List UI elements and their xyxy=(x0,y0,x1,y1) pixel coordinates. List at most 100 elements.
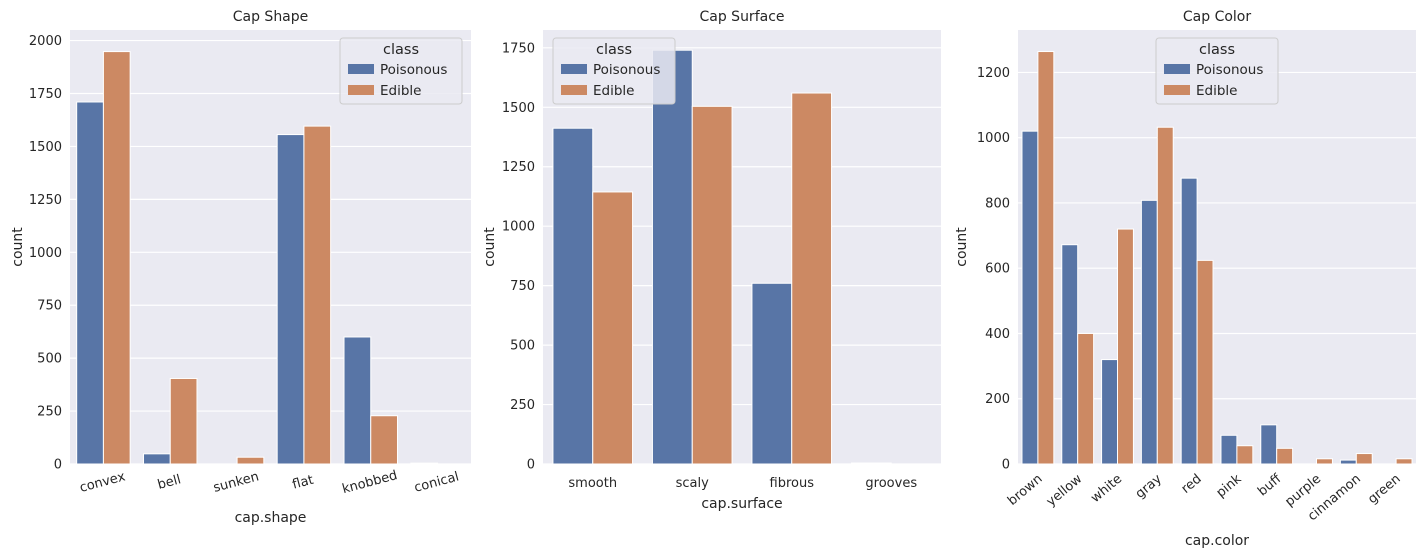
y-tick-label: 500 xyxy=(510,339,535,354)
legend-title: class xyxy=(383,42,419,58)
bar-poisonous-pink xyxy=(1220,434,1238,465)
bar-poisonous-buff xyxy=(1260,424,1278,465)
y-tick-labels: 0 200 400 600 800 1000 1200 xyxy=(977,66,1010,473)
y-tick-label: 1750 xyxy=(502,41,535,56)
y-axis-label: count xyxy=(954,227,970,267)
y-tick-label: 750 xyxy=(37,299,62,314)
bar-edible-convex xyxy=(102,51,131,465)
x-tick-label-knobbed: knobbed xyxy=(341,468,399,497)
legend-label-poisonous: Poisonous xyxy=(593,62,660,78)
legend-swatch-poisonous xyxy=(1164,64,1190,74)
x-tick-label-gray: gray xyxy=(1133,471,1165,501)
legend-swatch-poisonous xyxy=(348,64,374,74)
legend-swatch-poisonous xyxy=(561,64,587,74)
x-tick-label-sunken: sunken xyxy=(212,469,261,496)
bar-poisonous-convex xyxy=(76,101,104,465)
y-tick-labels: 0 250 500 750 1000 1250 1500 1750 2000 xyxy=(29,34,62,472)
x-tick-label-flat: flat xyxy=(291,473,315,493)
legend: class Poisonous Edible xyxy=(552,37,676,105)
bar-edible-buff xyxy=(1276,447,1294,465)
x-tick-label-fibrous: fibrous xyxy=(770,476,815,491)
bar-edible-smooth xyxy=(592,191,634,465)
bars xyxy=(76,51,439,465)
chart-cap-surface: 0 250 500 750 1000 1250 1500 1750 smooth scaly fi… xyxy=(482,9,941,512)
y-tick-label: 250 xyxy=(37,405,62,420)
x-tick-label-buff: buff xyxy=(1255,471,1285,500)
bar-edible-sunken xyxy=(236,456,265,465)
x-tick-label-pink: pink xyxy=(1214,471,1245,501)
bar-edible-fibrous xyxy=(791,92,833,465)
bar-poisonous-red xyxy=(1180,177,1198,465)
y-tick-label: 1750 xyxy=(29,87,62,102)
bar-edible-pink xyxy=(1236,445,1254,465)
bar-edible-red xyxy=(1196,259,1214,465)
legend-swatch-edible xyxy=(1164,85,1190,95)
x-tick-label-smooth: smooth xyxy=(568,476,617,491)
x-tick-label-grooves: grooves xyxy=(865,476,917,491)
y-tick-label: 1250 xyxy=(502,160,535,175)
y-axis-label: count xyxy=(482,227,498,267)
legend: class Poisonous Edible xyxy=(1155,37,1279,105)
bar-edible-knobbed xyxy=(370,415,398,465)
y-tick-label: 0 xyxy=(54,458,62,473)
y-tick-label: 200 xyxy=(985,392,1010,407)
y-tick-label: 1500 xyxy=(502,101,535,116)
x-tick-label-scaly: scaly xyxy=(676,476,709,491)
bar-poisonous-grooves xyxy=(850,462,892,465)
x-tick-label-yellow: yellow xyxy=(1044,471,1086,509)
x-tick-label-bell: bell xyxy=(156,472,183,493)
bar-poisonous-white xyxy=(1101,359,1118,465)
x-tick-label-brown: brown xyxy=(1005,472,1045,509)
bar-edible-gray xyxy=(1156,126,1174,465)
bar-edible-white xyxy=(1117,228,1134,465)
bar-poisonous-conical xyxy=(410,462,439,465)
y-tick-label: 250 xyxy=(510,398,535,413)
bars xyxy=(1021,51,1413,465)
bar-poisonous-fibrous xyxy=(751,282,793,465)
legend-label-edible: Edible xyxy=(1196,83,1237,99)
y-tick-label: 1000 xyxy=(29,246,62,261)
bar-edible-flat xyxy=(303,125,332,465)
bar-edible-purple xyxy=(1316,458,1333,465)
bars xyxy=(552,49,892,465)
y-tick-label: 0 xyxy=(527,458,535,473)
bar-poisonous-cinnamon xyxy=(1339,459,1357,465)
y-tick-label: 1500 xyxy=(29,140,62,155)
x-axis-label: cap.surface xyxy=(701,496,782,512)
y-tick-label: 1250 xyxy=(29,193,62,208)
bar-poisonous-yellow xyxy=(1061,244,1079,465)
bar-edible-green xyxy=(1395,458,1413,465)
x-tick-labels: convex bell sunken flat knobbed conical xyxy=(78,468,461,497)
legend: class Poisonous Edible xyxy=(339,37,463,105)
bar-poisonous-knobbed xyxy=(343,336,372,465)
bar-edible-cinnamon xyxy=(1355,453,1373,465)
chart-title: Cap Color xyxy=(1183,9,1251,25)
bar-poisonous-bell xyxy=(143,453,171,465)
legend-label-edible: Edible xyxy=(380,83,421,99)
y-tick-label: 600 xyxy=(985,262,1010,277)
x-tick-labels: smooth scaly fibrous grooves xyxy=(568,476,917,491)
y-tick-label: 400 xyxy=(985,327,1010,342)
bar-edible-brown xyxy=(1037,51,1055,465)
y-tick-labels: 0 250 500 750 1000 1250 1500 1750 xyxy=(502,41,535,472)
legend-swatch-edible xyxy=(561,85,587,95)
bar-poisonous-brown xyxy=(1021,130,1039,465)
x-tick-label-white: white xyxy=(1088,472,1125,506)
chart-title: Cap Surface xyxy=(699,9,784,25)
x-tick-label-convex: convex xyxy=(78,469,127,496)
x-tick-label-conical: conical xyxy=(413,469,461,495)
y-tick-label: 750 xyxy=(510,279,535,294)
y-tick-label: 0 xyxy=(1002,458,1010,473)
chart-cap-shape: 0 250 500 750 1000 1250 1500 1750 2000 convex bel… xyxy=(10,9,471,526)
legend-title: class xyxy=(1199,42,1235,58)
legend-label-edible: Edible xyxy=(593,83,634,99)
y-tick-label: 1000 xyxy=(502,220,535,235)
chart-title: Cap Shape xyxy=(233,9,309,25)
bar-poisonous-gray xyxy=(1140,199,1158,465)
legend-swatch-edible xyxy=(348,85,374,95)
bar-edible-bell xyxy=(169,377,198,465)
y-tick-label: 1200 xyxy=(977,66,1010,81)
